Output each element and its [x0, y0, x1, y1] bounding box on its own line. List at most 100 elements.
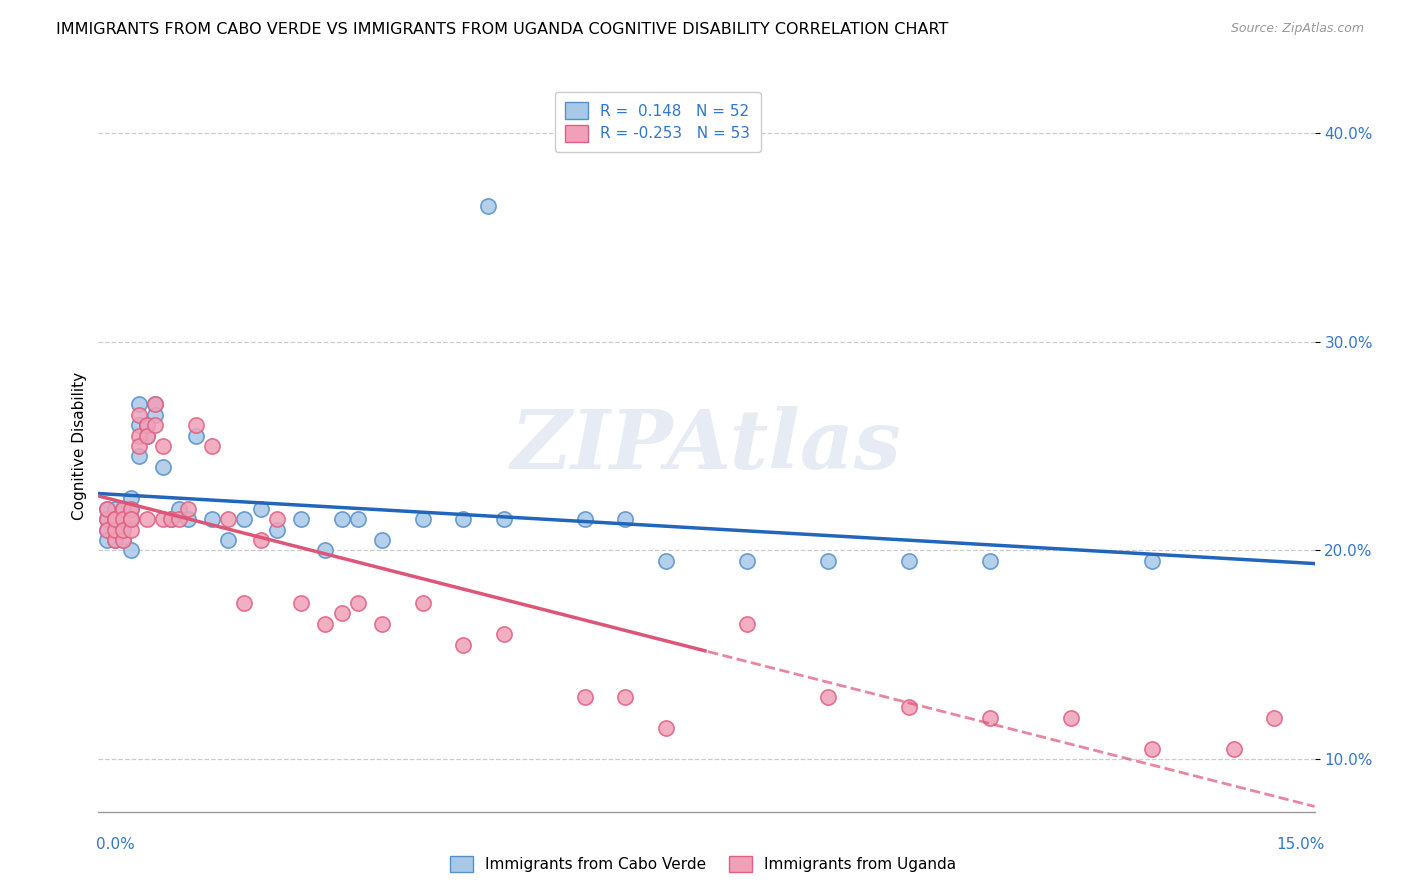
Point — [160, 512, 183, 526]
Point — [128, 397, 150, 411]
Point — [453, 638, 475, 652]
Point — [898, 554, 921, 568]
Point — [266, 512, 288, 526]
Point — [143, 397, 166, 411]
Y-axis label: Cognitive Disability: Cognitive Disability — [72, 372, 87, 520]
Point — [104, 512, 127, 526]
Point — [735, 554, 758, 568]
Point — [111, 501, 134, 516]
Point — [96, 512, 118, 526]
Text: ZIPAtlas: ZIPAtlas — [510, 406, 903, 486]
Point — [412, 512, 434, 526]
Point — [136, 418, 159, 433]
Point — [120, 523, 142, 537]
Point — [143, 397, 166, 411]
Point — [104, 501, 127, 516]
Point — [128, 418, 150, 433]
Point — [1142, 554, 1164, 568]
Point — [371, 533, 394, 547]
Point — [330, 606, 353, 620]
Point — [143, 408, 166, 422]
Point — [128, 408, 150, 422]
Point — [111, 523, 134, 537]
Point — [201, 512, 224, 526]
Point — [492, 627, 515, 641]
Point — [111, 512, 134, 526]
Point — [574, 690, 596, 704]
Point — [477, 199, 499, 213]
Point — [120, 501, 142, 516]
Point — [136, 428, 159, 442]
Point — [492, 512, 515, 526]
Point — [817, 554, 839, 568]
Point — [1263, 711, 1285, 725]
Legend: Immigrants from Cabo Verde, Immigrants from Uganda: Immigrants from Cabo Verde, Immigrants f… — [441, 848, 965, 880]
Point — [184, 428, 207, 442]
Point — [152, 459, 174, 474]
Point — [217, 533, 239, 547]
Point — [96, 533, 118, 547]
Point — [120, 512, 142, 526]
Point — [96, 512, 118, 526]
Text: 0.0%: 0.0% — [96, 838, 135, 852]
Point — [104, 533, 127, 547]
Point — [817, 690, 839, 704]
Point — [614, 512, 637, 526]
Point — [330, 512, 353, 526]
Point — [120, 543, 142, 558]
Point — [176, 501, 198, 516]
Point — [169, 512, 191, 526]
Point — [111, 523, 134, 537]
Point — [453, 512, 475, 526]
Point — [120, 512, 142, 526]
Point — [1222, 742, 1244, 756]
Point — [347, 512, 370, 526]
Point — [120, 501, 142, 516]
Point — [655, 554, 678, 568]
Point — [104, 512, 127, 526]
Point — [249, 533, 271, 547]
Point — [152, 439, 174, 453]
Point — [371, 616, 394, 631]
Point — [104, 533, 127, 547]
Point — [96, 501, 118, 516]
Point — [314, 543, 336, 558]
Point — [574, 512, 596, 526]
Point — [128, 439, 150, 453]
Point — [233, 512, 256, 526]
Point — [314, 616, 336, 631]
Point — [898, 700, 921, 714]
Point — [412, 596, 434, 610]
Point — [152, 512, 174, 526]
Point — [111, 512, 134, 526]
Point — [160, 512, 183, 526]
Legend: R =  0.148   N = 52, R = -0.253   N = 53: R = 0.148 N = 52, R = -0.253 N = 53 — [554, 92, 761, 153]
Point — [176, 512, 198, 526]
Point — [128, 450, 150, 464]
Point — [120, 491, 142, 506]
Point — [1060, 711, 1083, 725]
Point — [290, 512, 312, 526]
Point — [143, 418, 166, 433]
Text: Source: ZipAtlas.com: Source: ZipAtlas.com — [1230, 22, 1364, 36]
Point — [120, 512, 142, 526]
Point — [104, 523, 127, 537]
Point — [1142, 742, 1164, 756]
Point — [111, 533, 134, 547]
Point — [136, 418, 159, 433]
Point — [96, 523, 118, 537]
Point — [290, 596, 312, 610]
Text: 15.0%: 15.0% — [1277, 838, 1324, 852]
Point — [184, 418, 207, 433]
Point — [136, 428, 159, 442]
Text: IMMIGRANTS FROM CABO VERDE VS IMMIGRANTS FROM UGANDA COGNITIVE DISABILITY CORREL: IMMIGRANTS FROM CABO VERDE VS IMMIGRANTS… — [56, 22, 949, 37]
Point — [104, 512, 127, 526]
Point — [979, 554, 1001, 568]
Point — [104, 512, 127, 526]
Point — [735, 616, 758, 631]
Point — [347, 596, 370, 610]
Point — [96, 523, 118, 537]
Point — [233, 596, 256, 610]
Point — [111, 533, 134, 547]
Point — [111, 501, 134, 516]
